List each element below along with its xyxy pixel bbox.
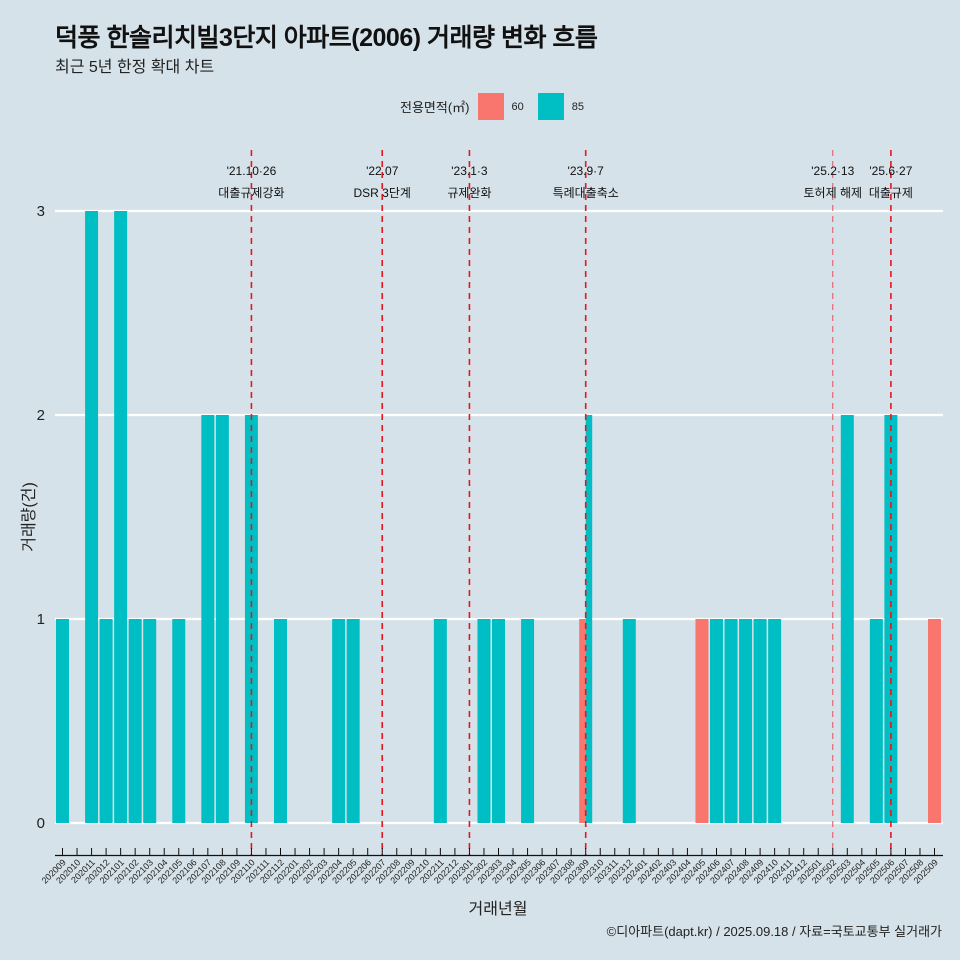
bar-85-202506 [884, 415, 898, 823]
bar-85-202103 [143, 619, 157, 823]
bar-85-202503 [840, 415, 854, 823]
bar-60-202405 [695, 619, 709, 823]
bar-85-202211 [433, 619, 447, 823]
policy-date-202301: '23.1·3 [451, 164, 488, 178]
bar-85-202408 [739, 619, 753, 823]
bar-85-202410 [768, 619, 782, 823]
policy-label-202309: 특례대출축소 [553, 186, 619, 200]
bar-85-202305 [521, 619, 535, 823]
bar-85-202303 [492, 619, 505, 823]
bar-85-202012 [99, 619, 113, 823]
policy-date-202506: '25.6·27 [869, 164, 912, 178]
bar-85-202407 [724, 619, 738, 823]
bar-85-202205 [346, 619, 360, 823]
legend-swatch-85 [537, 93, 564, 120]
bar-85-202110 [244, 415, 258, 823]
bar-85-202312 [622, 619, 636, 823]
bar-85-202105 [172, 619, 186, 823]
bar-60-202309 [579, 619, 586, 823]
bar-85-202112 [274, 619, 287, 823]
policy-label-202207: DSR 3단계 [354, 186, 411, 200]
bar-85-202009 [56, 619, 69, 823]
policy-date-202309: '23.9·7 [568, 164, 605, 178]
policy-lines: '21.10·26 대출규제강화 '22.07 DSR 3단계 '23.1·3 규제완화 '… [218, 150, 913, 855]
bar-85-202309 [585, 415, 593, 823]
bar-85-202108 [215, 415, 229, 823]
y-tick-label: 2 [37, 407, 45, 424]
legend-swatch-60 [477, 93, 504, 120]
y-tick-label: 1 [37, 611, 45, 628]
bar-85-202011 [85, 211, 99, 823]
legend-label-60: 60 [511, 100, 524, 113]
chart-title: 덕풍 한솔리치빌3단지 아파트(2006) 거래량 변화 흐름 [55, 24, 598, 52]
policy-label-202506: 대출규제 [869, 186, 913, 200]
y-tick-label: 0 [37, 815, 45, 832]
legend-title: 전용면적(㎡) [400, 100, 470, 115]
bar-85-202107 [201, 415, 215, 823]
bar-85-202102 [128, 619, 142, 823]
legend-label-85: 85 [571, 100, 584, 113]
policy-label-202110: 대출규제강화 [218, 186, 284, 200]
bars [56, 211, 941, 823]
bar-85-202409 [753, 619, 767, 823]
bar-85-202302 [477, 619, 491, 823]
policy-label-202301: 규제완화 [447, 186, 491, 200]
policy-date-202110: '21.10·26 [227, 164, 277, 178]
policy-date-202502: '25.2·13 [811, 164, 854, 178]
axes: 0123202009202010202011202012202101202102… [37, 203, 943, 886]
bar-85-202406 [710, 619, 723, 823]
bar-60-202509 [928, 619, 941, 823]
legend: 전용면적(㎡) 60 85 [400, 93, 598, 120]
caption: ©디아파트(dapt.kr) / 2025.09.18 / 자료=국토교통부 실… [606, 924, 942, 939]
bar-85-202204 [332, 619, 346, 823]
bar-85-202505 [869, 619, 883, 823]
chart-subtitle: 최근 5년 한정 확대 차트 [55, 59, 215, 76]
policy-label-202502: 토허제 해제 [803, 186, 862, 200]
policy-date-202207: '22.07 [366, 164, 399, 178]
bar-85-202101 [114, 211, 128, 823]
y-axis-title: 거래량(건) [20, 482, 38, 552]
x-axis-title: 거래년월 [469, 900, 528, 918]
y-tick-label: 3 [37, 203, 45, 220]
